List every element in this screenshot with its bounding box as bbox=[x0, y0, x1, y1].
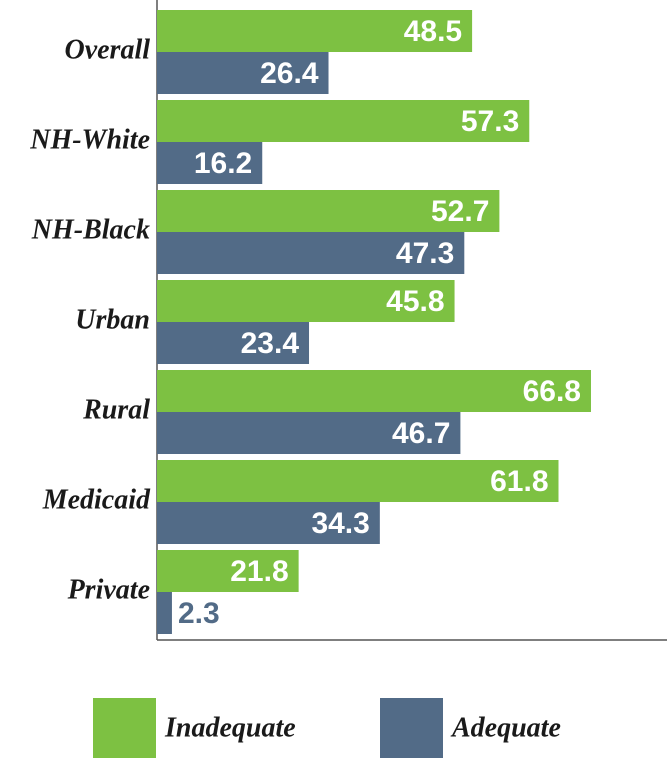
bar bbox=[157, 100, 530, 142]
bar bbox=[157, 550, 299, 592]
bar bbox=[157, 412, 461, 454]
bar bbox=[157, 370, 591, 412]
bar bbox=[157, 592, 172, 634]
value-label: 46.7 bbox=[392, 417, 450, 450]
bar bbox=[157, 142, 263, 184]
bar bbox=[157, 232, 465, 274]
legend-label: Inadequate bbox=[164, 712, 296, 743]
bar bbox=[157, 322, 310, 364]
category-label: NH-White bbox=[29, 124, 150, 155]
category-label: NH-Black bbox=[31, 214, 150, 245]
legend-swatch bbox=[93, 698, 156, 758]
value-label: 26.4 bbox=[260, 57, 319, 90]
value-label: 34.3 bbox=[311, 507, 369, 540]
value-label: 16.2 bbox=[194, 147, 252, 180]
bar bbox=[157, 280, 455, 322]
legend-swatch bbox=[380, 698, 443, 758]
category-label: Private bbox=[67, 574, 150, 605]
legend-label: Adequate bbox=[450, 712, 561, 743]
bar bbox=[157, 502, 380, 544]
value-label: 45.8 bbox=[386, 285, 444, 318]
value-label: 23.4 bbox=[241, 327, 300, 360]
value-label: 52.7 bbox=[431, 195, 489, 228]
bar bbox=[157, 190, 500, 232]
category-label: Medicaid bbox=[42, 484, 151, 515]
value-label: 57.3 bbox=[461, 105, 519, 138]
bar bbox=[157, 10, 473, 52]
value-label: 21.8 bbox=[230, 555, 288, 588]
value-label: 47.3 bbox=[396, 237, 454, 270]
value-label: 61.8 bbox=[490, 465, 548, 498]
bar bbox=[157, 460, 559, 502]
bar bbox=[157, 52, 329, 94]
category-label: Rural bbox=[82, 394, 150, 425]
category-label: Overall bbox=[64, 34, 150, 65]
value-label: 2.3 bbox=[178, 597, 220, 630]
value-label: 48.5 bbox=[404, 15, 462, 48]
value-label: 66.8 bbox=[523, 375, 581, 408]
category-label: Urban bbox=[75, 304, 150, 335]
